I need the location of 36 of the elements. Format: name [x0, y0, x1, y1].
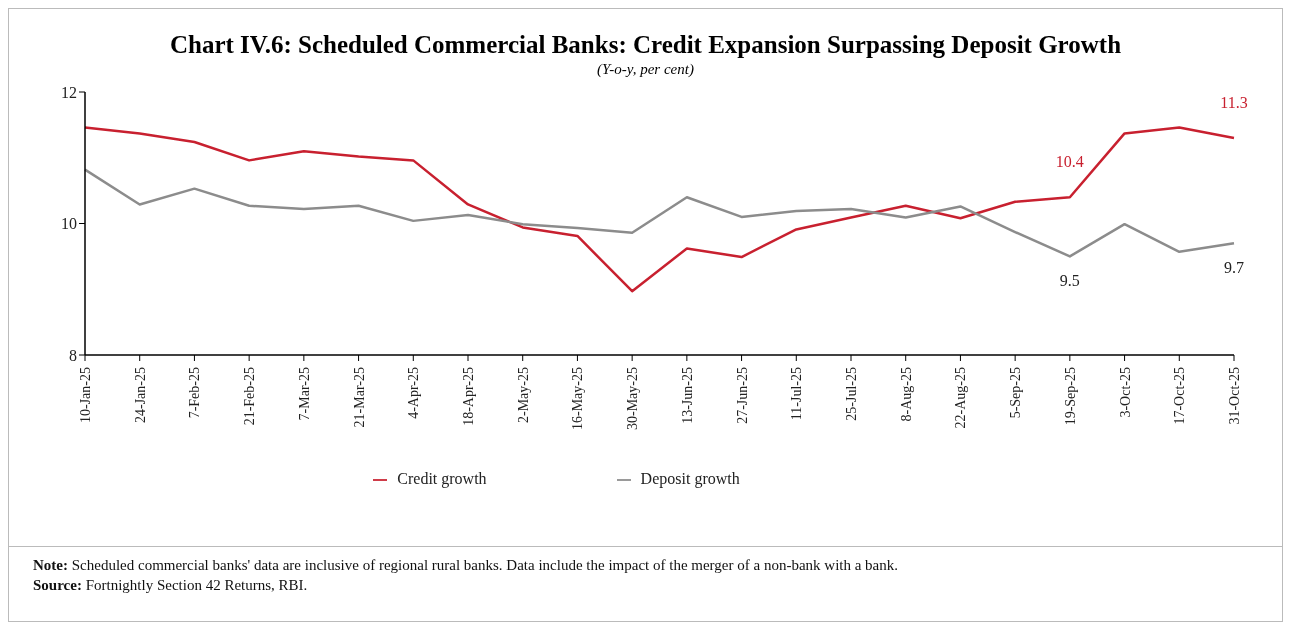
x-tick-label: 5-Sep-25 [1008, 367, 1024, 419]
text: Note: Scheduled commercial banks' data are inclusive of regional rural banks. Data include the impact of the merger of a non-bank with a bank. [33, 556, 900, 575]
x-tick-label: 17-Oct-25 [1172, 367, 1188, 425]
x-tick-label: 10-Jan-25 [77, 367, 93, 423]
x-tick-label: 21-Feb-25 [242, 367, 258, 426]
x-tick-label: 4-Apr-25 [406, 367, 422, 419]
x-tick-label: 30-May-25 [625, 367, 641, 430]
y-tick-label: 12 [61, 83, 77, 101]
x-tick-label: 7-Feb-25 [187, 367, 203, 419]
x-tick-label: 18-Apr-25 [460, 367, 476, 426]
x-tick-label: 27-Jun-25 [734, 367, 750, 424]
x-tick-label: 3-Oct-25 [1117, 367, 1133, 418]
data-label: 11.3 [1220, 94, 1248, 112]
line-series [83, 168, 1236, 258]
source-note: Source: Fortnightly Section 42 Returns, RBI. [33, 576, 309, 595]
data-label: 9.7 [1224, 259, 1244, 277]
x-tick-label: 7-Mar-25 [296, 367, 312, 421]
x-tick-label: 13-Jun-25 [679, 367, 695, 424]
x-tick-label: 22-Aug-25 [953, 367, 969, 429]
x-tick-label: 19-Sep-25 [1062, 367, 1078, 426]
x-tick-label: 25-Jul-25 [843, 367, 859, 421]
chart-title: Chart IV.6: Scheduled Commercial Banks: Credit Expansion Surpassing Deposit Growth [168, 31, 1123, 59]
x-tick-label: 16-May-25 [570, 367, 586, 430]
chart-subtitle: (Y-o-y, per cent) [596, 61, 695, 78]
legend-label: Credit growth [397, 470, 487, 487]
data-label: 10.4 [1055, 153, 1084, 171]
x-tick-label: 11-Jul-25 [789, 367, 805, 421]
y-tick-label: 8 [69, 346, 77, 364]
x-tick-label: 2-May-25 [515, 367, 531, 423]
x-tick-label: 21-Mar-25 [351, 367, 367, 428]
x-tick-label: 8-Aug-25 [898, 367, 914, 422]
x-tick-label: 24-Jan-25 [132, 367, 148, 423]
data-label: 9.5 [1059, 272, 1080, 290]
x-tick-label: 31-Oct-25 [1226, 367, 1242, 425]
y-tick-label: 10 [61, 215, 77, 233]
legend-label: Deposit growth [640, 470, 740, 487]
